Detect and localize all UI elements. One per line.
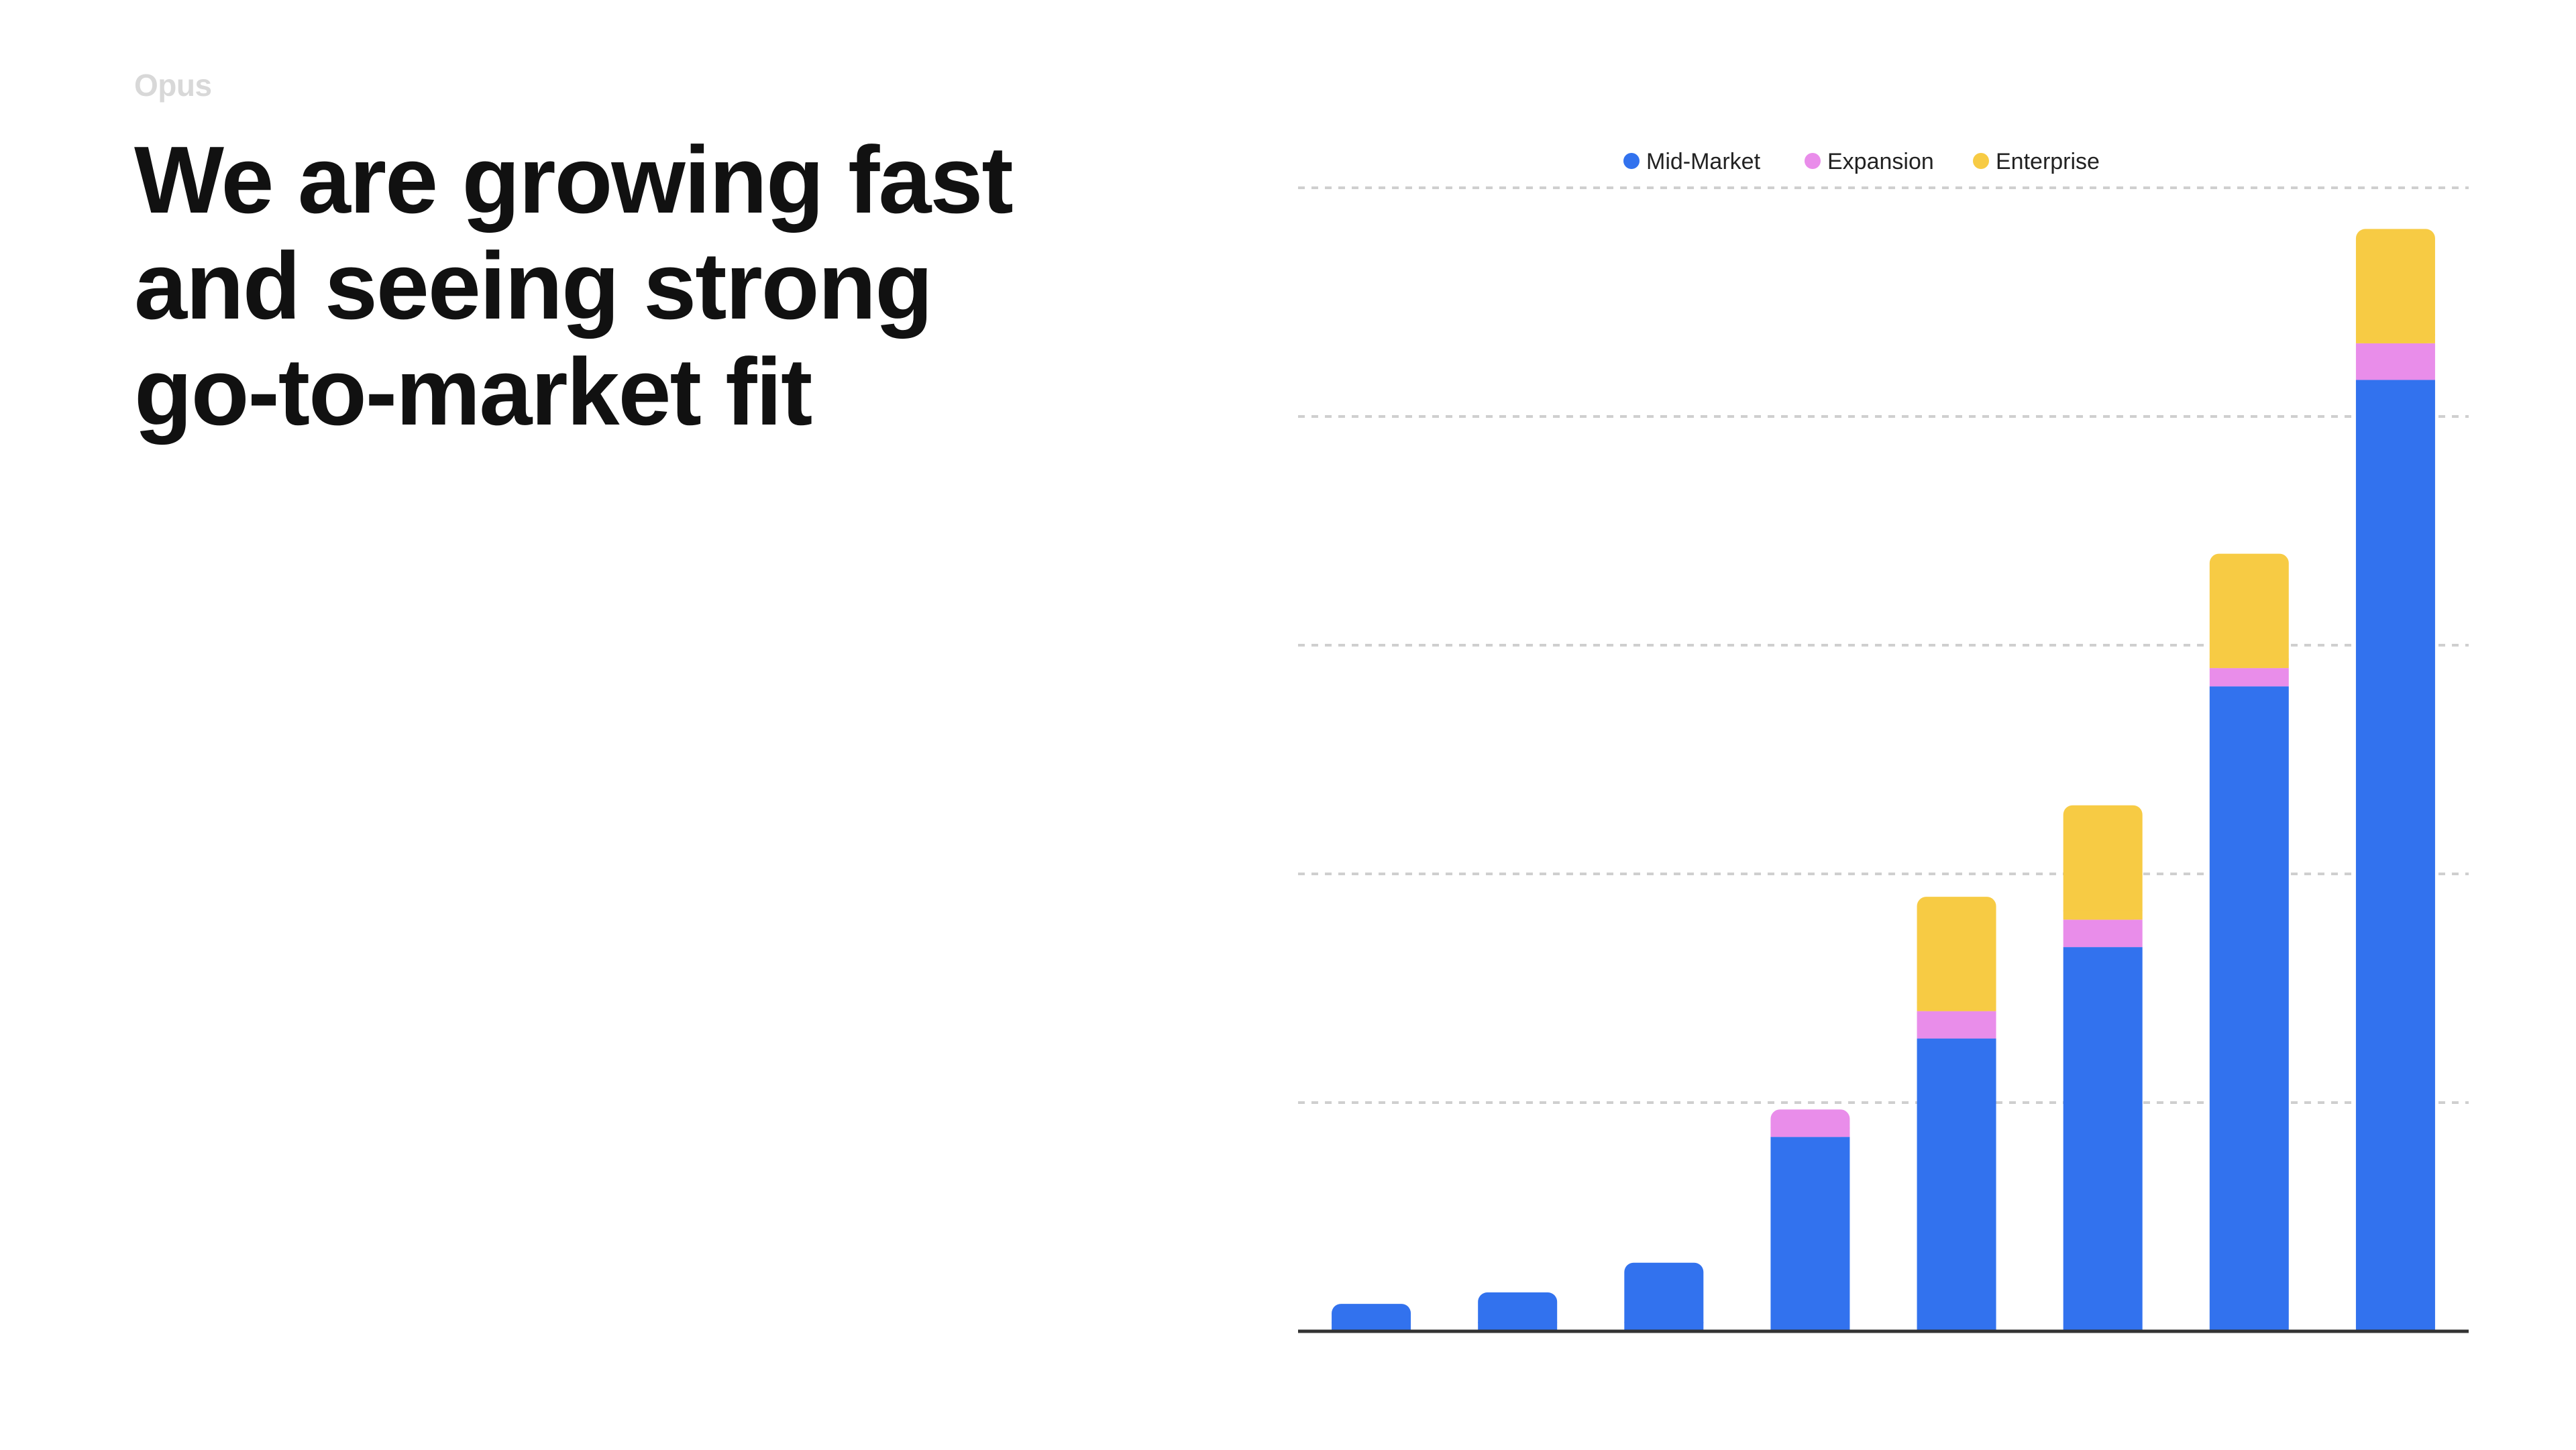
legend-label: Expansion [1827, 149, 1934, 174]
bar-segment-mid-market [1770, 1137, 1850, 1331]
chart-gridlines [1298, 186, 2469, 1104]
bar-segment-enterprise [2355, 229, 2435, 343]
legend-label: Enterprise [1996, 149, 2100, 174]
bar-segment-expansion [2355, 343, 2435, 380]
bar-stack [1917, 897, 1996, 1331]
bar-segment-mid-market-base [1332, 1322, 1411, 1331]
headline-line-3: go-to-market fit [134, 339, 812, 445]
bar-segment-expansion [2063, 919, 2143, 948]
bar-segment-mid-market [1478, 1292, 1558, 1331]
bar-segment-enterprise [2063, 805, 2143, 920]
bar-segment-enterprise-base [1917, 1001, 1996, 1011]
page-title: We are growing fast and seeing strong go… [134, 127, 1140, 445]
headline-line-1: We are growing fast [134, 127, 1014, 233]
legend-swatch [1623, 153, 1640, 169]
bar-stack [1478, 1292, 1558, 1331]
bar-segment-enterprise-base [2355, 333, 2435, 343]
bar-stack [2209, 553, 2289, 1331]
legend-item: Enterprise [1973, 149, 2100, 174]
bar-segment-mid-market [1624, 1262, 1704, 1331]
bar-stack [1624, 1262, 1704, 1331]
bar-segment-enterprise-base [2063, 910, 2143, 920]
legend-item: Expansion [1805, 149, 1934, 174]
bar-segment-mid-market-base [1478, 1322, 1558, 1331]
chart-bars [1332, 229, 2435, 1332]
bar-segment-mid-market [1917, 1038, 1996, 1331]
headline-line-2: and seeing strong [134, 233, 933, 339]
legend-swatch [1805, 153, 1821, 169]
bar-segment-mid-market [2063, 947, 2143, 1331]
legend-swatch [1973, 153, 1989, 169]
bar-stack [2063, 805, 2143, 1331]
bar-stack [1770, 1109, 1850, 1331]
bar-segment-expansion [2209, 668, 2289, 687]
legend-item: Mid-Market [1623, 149, 1761, 174]
bar-segment-expansion-base [1770, 1127, 1850, 1137]
bar-segment-mid-market [2355, 380, 2435, 1332]
bar-segment-enterprise [1917, 897, 1996, 1011]
bar-stack [2355, 229, 2435, 1332]
brand-logo-text: Opus [134, 68, 212, 103]
bar-segment-mid-market [2209, 686, 2289, 1331]
chart-legend: Mid-Market Expansion Enterprise [1623, 149, 2100, 174]
bar-segment-enterprise-base [2209, 659, 2289, 669]
bar-segment-expansion [1917, 1011, 1996, 1039]
bar-stack [1332, 1304, 1411, 1331]
bar-segment-enterprise [2209, 553, 2289, 669]
bar-segment-mid-market-base [1624, 1322, 1704, 1331]
legend-label: Mid-Market [1646, 149, 1761, 174]
